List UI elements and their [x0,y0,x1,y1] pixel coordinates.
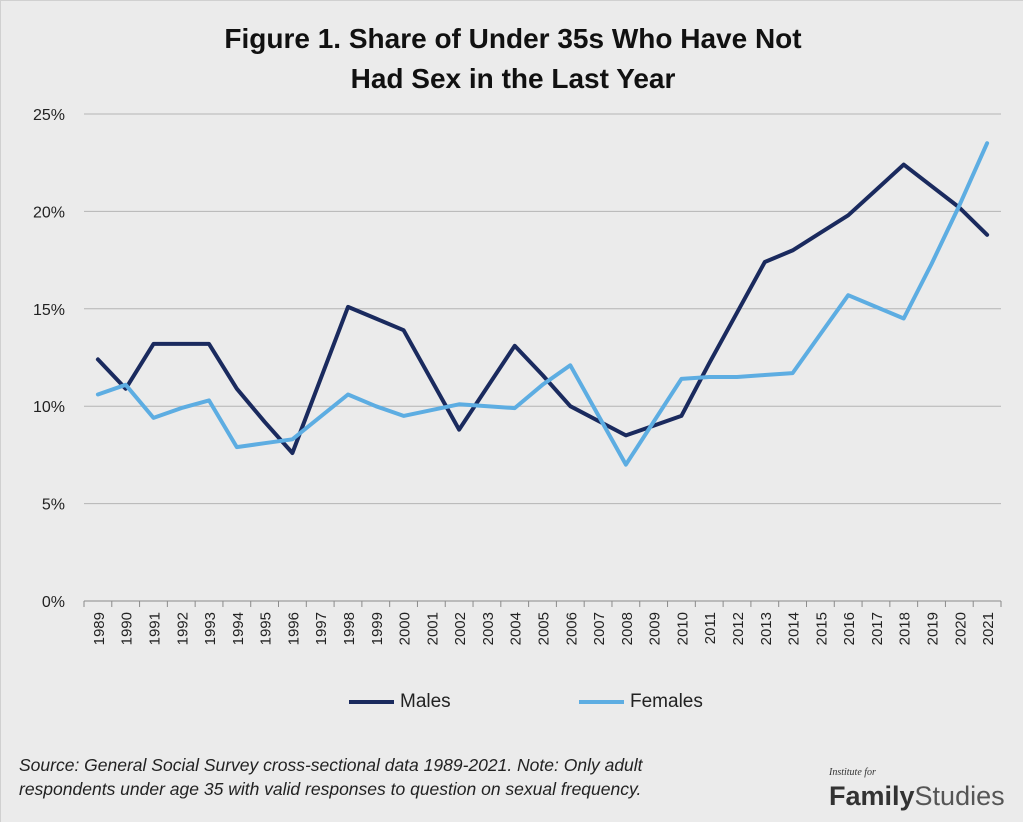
legend: Males Females [1,691,1024,717]
y-tick-label: 15% [33,302,65,319]
x-tick-label: 1993 [202,612,219,645]
x-tick-label: 2021 [980,612,997,645]
logo-wordmark: FamilyStudies [829,781,1005,812]
x-tick-label: 1989 [91,612,108,645]
x-tick-label: 2008 [619,612,636,645]
x-tick-label: 2007 [591,612,608,645]
series-line-males [95,162,990,455]
x-tick-label: 1998 [341,612,358,645]
series-line-females [95,141,990,467]
x-tick-label: 2012 [730,612,747,645]
x-tick-label: 2016 [841,612,858,645]
legend-label-males: Males [400,691,451,712]
x-tick-label: 2019 [925,612,942,645]
x-tick-label: 2006 [563,612,580,645]
legend-item-males: Males [349,691,451,713]
x-tick-label: 2020 [952,612,969,645]
x-tick-label: 2004 [508,612,525,645]
x-tick-label: 2014 [786,612,803,645]
x-tick-label: 1990 [119,612,136,645]
legend-item-females: Females [579,691,703,713]
x-tick-label: 2001 [424,612,441,645]
y-tick-label: 25% [33,107,65,124]
legend-label-females: Females [630,691,703,712]
logo-word-studies: Studies [914,781,1005,811]
y-tick-label: 5% [42,497,65,514]
y-tick-label: 0% [42,594,65,611]
x-tick-label: 2015 [813,612,830,645]
x-tick-label: 2009 [647,612,664,645]
logo-tagline: Institute for [829,767,876,778]
logo-word-family: Family [829,781,915,811]
x-tick-label: 1997 [313,612,330,645]
x-tick-label: 2002 [452,612,469,645]
institute-logo: Institute for FamilyStudies [829,767,1009,817]
x-tick-label: 1996 [285,612,302,645]
x-tick-label: 2003 [480,612,497,645]
x-tick-label: 2005 [536,612,553,645]
chart-title: Figure 1. Share of Under 35s Who Have No… [224,23,802,94]
x-tick-label: 1991 [146,612,163,645]
legend-swatch-females [579,700,624,704]
x-tick-label: 2000 [397,612,414,645]
x-tick-label: 1995 [258,612,275,645]
x-tick-label: 2018 [897,612,914,645]
legend-swatch-males [349,700,394,704]
x-tick-label: 2017 [869,612,886,645]
x-tick-label: 1994 [230,612,247,645]
x-tick-label: 2013 [758,612,775,645]
source-note: Source: General Social Survey cross-sect… [19,755,643,799]
x-tick-label: 1992 [174,612,191,645]
x-tick-label: 2010 [674,612,691,645]
x-tick-label: 1999 [369,612,386,645]
x-tick-label: 2011 [702,612,719,644]
y-tick-label: 20% [33,204,65,221]
y-tick-label: 10% [33,399,65,416]
